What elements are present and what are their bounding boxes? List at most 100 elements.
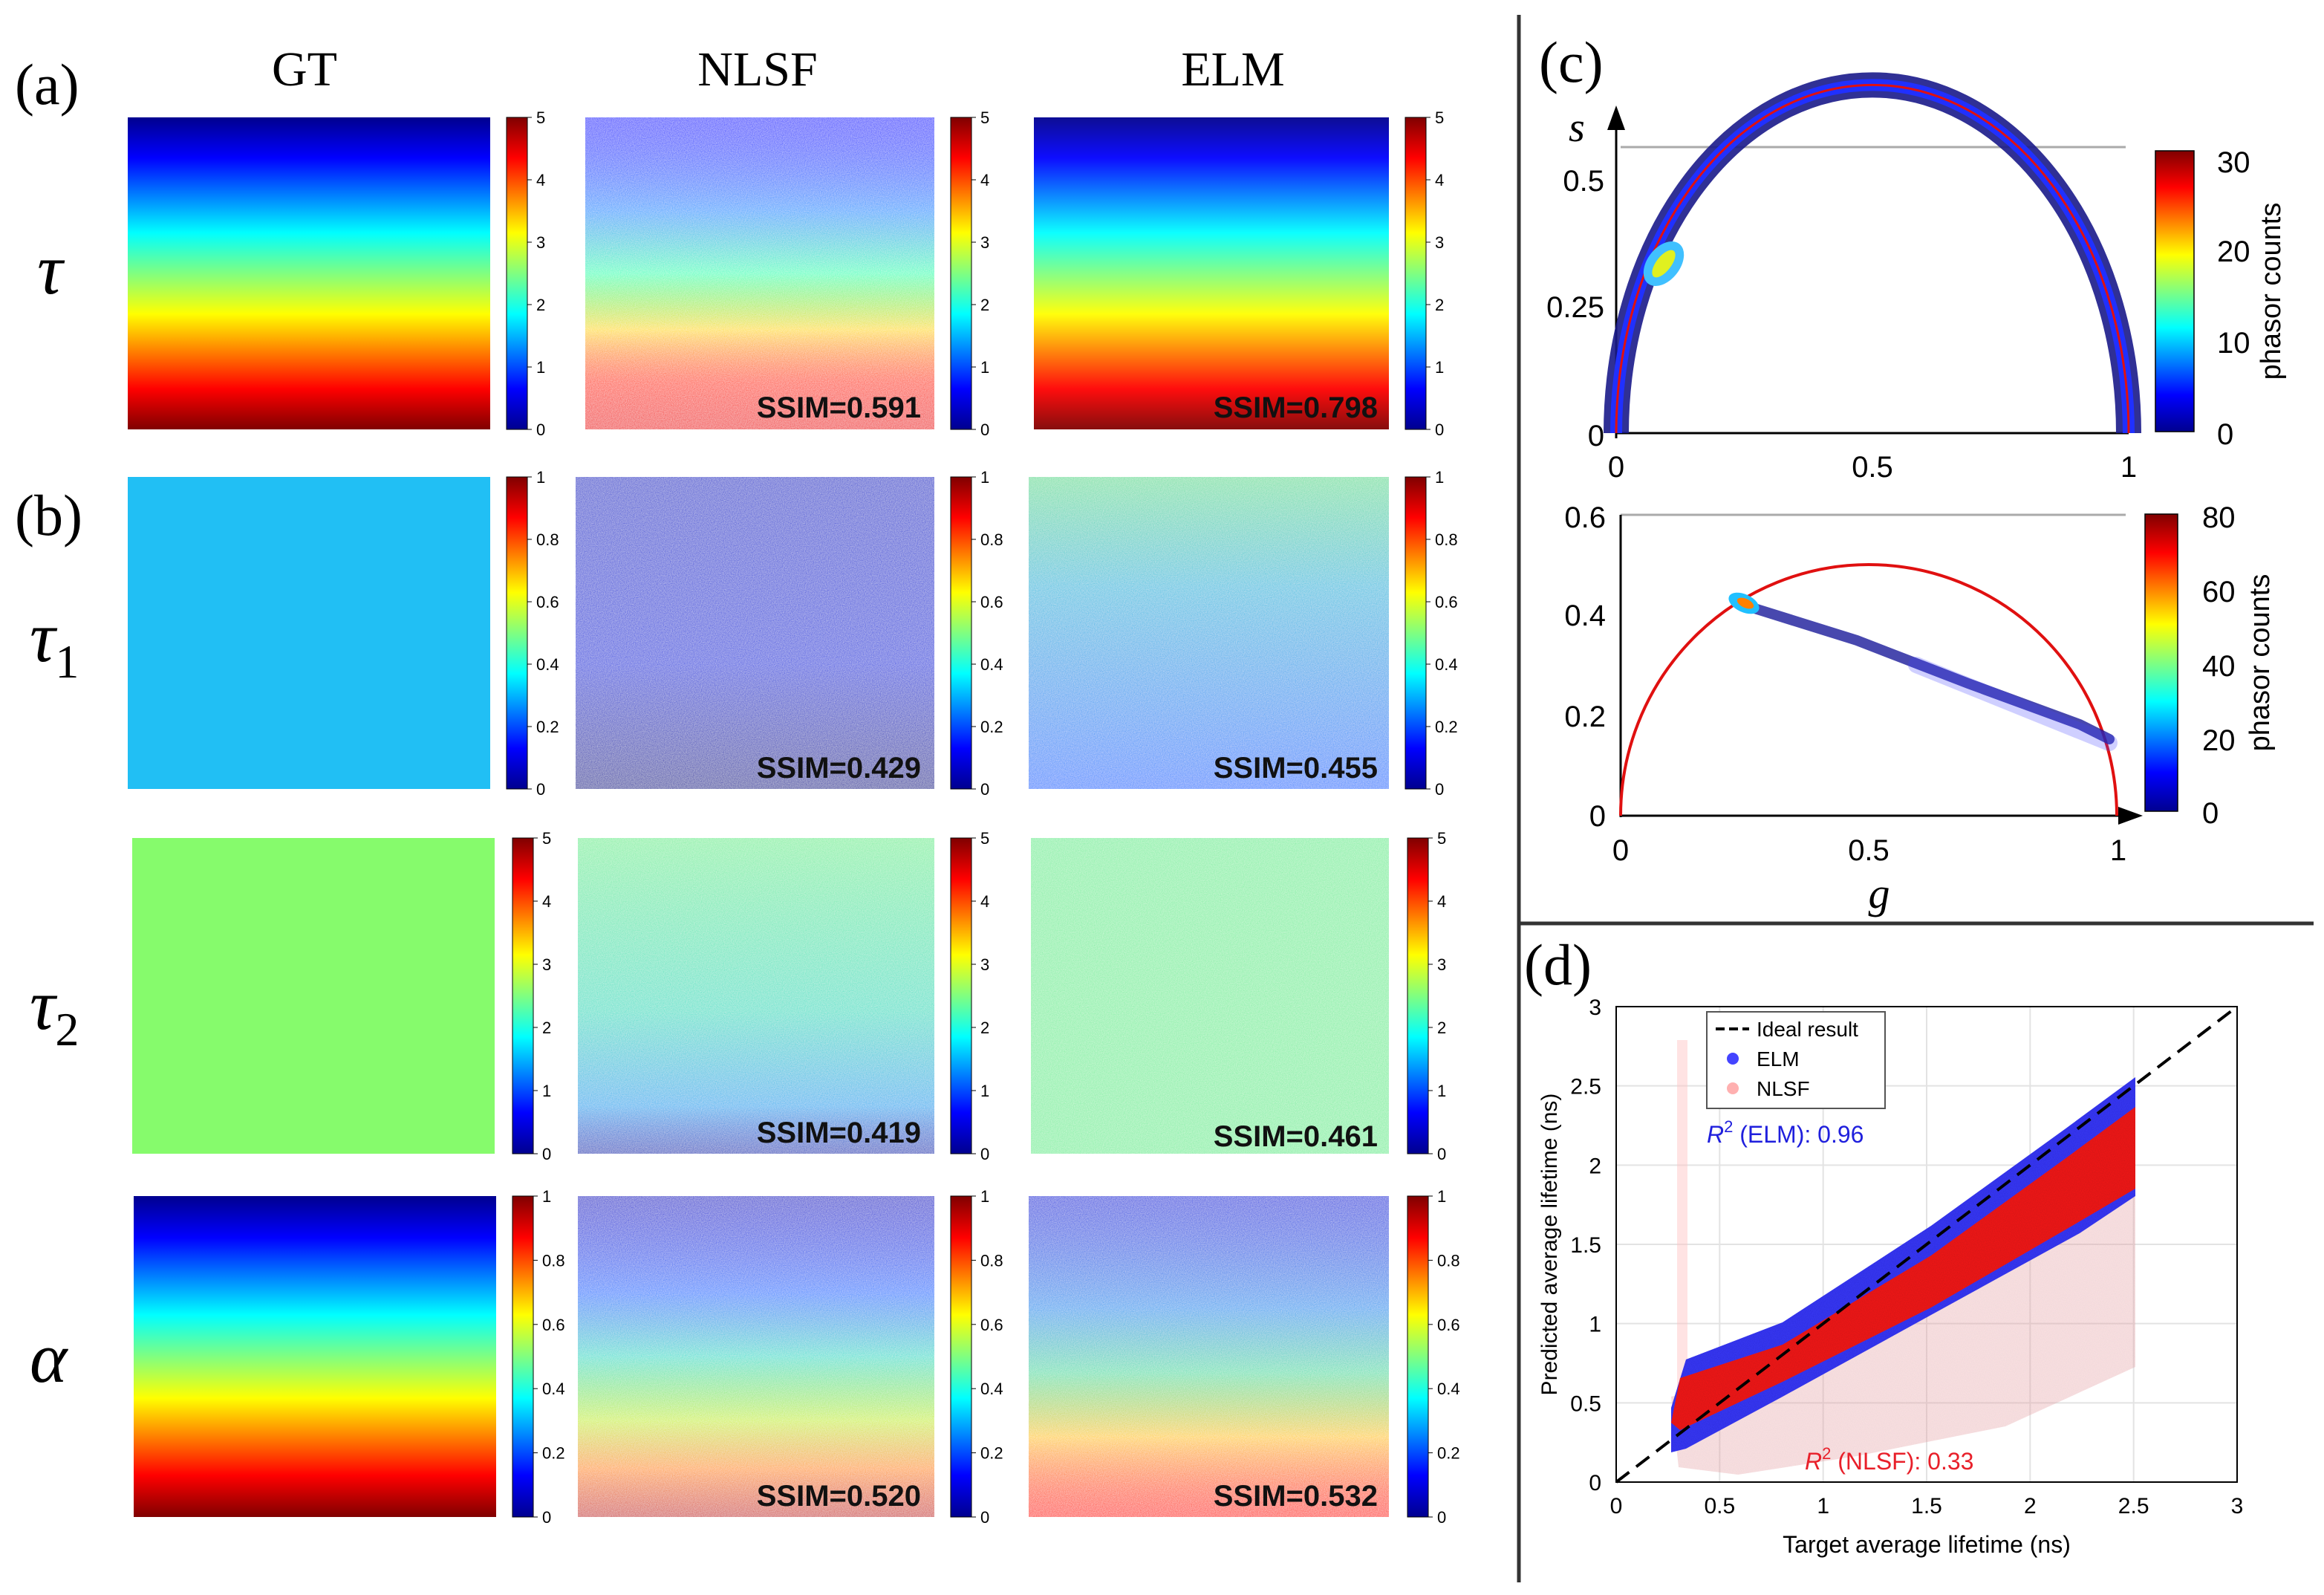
image-tau-elm xyxy=(1034,117,1389,429)
row-label-tau: τ xyxy=(37,230,65,309)
colorbar-tick-label: 0.6 xyxy=(980,593,1003,611)
colorbar-tick-label: 0.4 xyxy=(980,1380,1003,1398)
colorbar-tau-nlsf xyxy=(950,117,972,430)
image-tau-nlsf xyxy=(585,117,934,429)
phasor-bottom-ytick-1: 0.2 xyxy=(1564,701,1606,733)
colorbar-tick-label: 0.6 xyxy=(1437,1316,1460,1334)
colorbar-tick-label: 0.6 xyxy=(980,1316,1003,1334)
colorbar-tick-label: 0 xyxy=(980,780,989,799)
colorbar-tick-label: 0.8 xyxy=(980,1251,1003,1270)
ssim-alpha-nlsf: SSIM=0.520 xyxy=(757,1480,921,1513)
phasor-top-semicircle xyxy=(1615,83,2130,434)
ssim-tau2-elm: SSIM=0.461 xyxy=(1214,1120,1378,1153)
colorbar-tick-label: 3 xyxy=(1437,955,1446,974)
colorbar-tick-label: 0 xyxy=(980,1508,989,1527)
colorbar-tick-label: 0 xyxy=(542,1508,551,1527)
ssim-tau-elm: SSIM=0.798 xyxy=(1214,392,1378,424)
series-nlsf-vertical-spread xyxy=(1677,1040,1687,1426)
column-header-gt: GT xyxy=(272,42,337,97)
colorbar-tau1-nlsf xyxy=(950,476,972,790)
colorbar-tick-label: 1 xyxy=(980,1082,989,1100)
phasor-bottom-xtick-2: 1 xyxy=(2110,834,2126,867)
phasor-bottom-cbar-tick-3: 60 xyxy=(2202,576,2236,608)
colorbar-tick-label: 0.4 xyxy=(980,655,1003,674)
phasor-top-cbar-tick-2: 20 xyxy=(2217,235,2250,268)
colorbar-tick-label: 0.8 xyxy=(536,530,559,549)
panel-label-d: (d) xyxy=(1524,932,1592,997)
lifetime-scatter-plot: 0 0.5 1 1.5 2 2.5 300.511.522.53 Ideal result … xyxy=(1537,995,2243,1558)
colorbar-tick-label: 0.2 xyxy=(542,1444,565,1463)
ssim-tau1-nlsf: SSIM=0.429 xyxy=(757,752,921,784)
colorbar-tick-label: 1 xyxy=(536,358,545,377)
phasor-top-cluster xyxy=(1604,72,2141,434)
colorbar-tick-label: 1 xyxy=(542,1082,551,1100)
scatter-ytick: 3 xyxy=(1589,995,1601,1020)
colorbar-tick-label: 0 xyxy=(1437,1508,1446,1527)
colorbar-tick-label: 0 xyxy=(1437,1145,1446,1163)
colorbar-tick-label: 0.8 xyxy=(980,530,1003,549)
legend-ideal-label: Ideal result xyxy=(1757,1018,1858,1041)
colorbar-tick-label: 3 xyxy=(542,955,551,974)
colorbar-tau-elm xyxy=(1405,117,1427,430)
phasor-top-cbar-tick-0: 0 xyxy=(2217,418,2233,451)
scatter-ytick: 1 xyxy=(1589,1313,1601,1337)
colorbar-tick-label: 1 xyxy=(542,1187,551,1206)
phasor-bottom-cluster-spread xyxy=(1908,657,2118,751)
phasor-bottom-cbar-tick-4: 80 xyxy=(2202,501,2236,534)
phasor-top-cbar-tick-3: 30 xyxy=(2217,146,2250,179)
colorbar-tick-label: 1 xyxy=(980,1187,989,1206)
phasor-top-colorbar xyxy=(2155,150,2195,432)
colorbar-tick-label: 0.4 xyxy=(536,655,559,674)
colorbar-tick-label: 2 xyxy=(542,1019,551,1037)
colorbar-tick-label: 0.8 xyxy=(1435,530,1458,549)
colorbar-tick-label: 0.6 xyxy=(536,593,559,611)
colorbar-tick-label: 5 xyxy=(1437,829,1446,848)
image-tau1-gt xyxy=(128,477,490,789)
phasor-top-cluster-core xyxy=(1610,79,2135,434)
phasor-top-cbar-label: phasor counts xyxy=(2256,203,2287,380)
colorbar-tick-label: 0 xyxy=(980,1145,989,1163)
colorbar-tick-label: 0 xyxy=(1435,420,1444,439)
scatter-frame xyxy=(1615,1006,2238,1483)
r2-nlsf-label: R2 (NLSF): 0.33 xyxy=(1805,1444,1973,1475)
colorbar-tick-label: 1 xyxy=(536,468,545,487)
r2-elm-label: R2 (ELM): 0.96 xyxy=(1707,1117,1864,1148)
phasor-bottom-cluster xyxy=(1733,598,2115,744)
phasor-top-y-arrow xyxy=(1607,105,1625,130)
ssim-alpha-elm: SSIM=0.532 xyxy=(1214,1480,1378,1513)
legend-nlsf-label: NLSF xyxy=(1757,1077,1810,1100)
panel-label-b: (b) xyxy=(15,483,82,548)
legend-nlsf-swatch xyxy=(1727,1082,1739,1094)
image-alpha-nlsf xyxy=(578,1196,934,1517)
colorbar-tau2-elm xyxy=(1407,837,1429,1154)
ssim-tau2-nlsf: SSIM=0.419 xyxy=(757,1117,921,1149)
colorbar-tick-label: 2 xyxy=(980,1019,989,1037)
colorbar-tick-label: 0.8 xyxy=(542,1251,565,1270)
phasor-bottom-cbar-tick-2: 40 xyxy=(2202,650,2236,683)
ssim-tau1-elm: SSIM=0.455 xyxy=(1214,752,1378,784)
scatter-ytick: 2 xyxy=(1589,1154,1601,1178)
colorbar-tick-label: 2 xyxy=(980,296,989,314)
row-label-tau2: τ2 xyxy=(30,965,79,1056)
phasor-top-ytick-1: 0.25 xyxy=(1546,291,1604,324)
colorbar-tick-label: 5 xyxy=(980,829,989,848)
phasor-bottom-cbar-tick-0: 0 xyxy=(2202,797,2219,830)
phasor-top-ytick-2: 0.5 xyxy=(1563,165,1604,198)
colorbar-tick-label: 3 xyxy=(980,955,989,974)
colorbar-alpha-nlsf xyxy=(950,1195,972,1518)
legend-elm-swatch xyxy=(1727,1053,1739,1065)
colorbar-tick-label: 1 xyxy=(980,358,989,377)
phasor-top-xtick-1: 0.5 xyxy=(1852,451,1893,484)
phasor-bottom-colorbar xyxy=(2144,513,2178,812)
phasor-bottom-ytick-3: 0.6 xyxy=(1564,501,1606,534)
colorbar-tick-label: 5 xyxy=(542,829,551,848)
colorbar-tick-label: 5 xyxy=(980,108,989,127)
phasor-top-cbar-tick-1: 10 xyxy=(2217,327,2250,360)
colorbar-tick-label: 4 xyxy=(980,171,989,189)
phasor-plot-bottom: 0.6 0.4 0.2 0 0 0.5 1 g 0 20 40 60 80 ph… xyxy=(1564,501,2276,917)
phasor-top-xtick-0: 0 xyxy=(1608,451,1624,484)
panel-label-a: (a) xyxy=(15,52,79,117)
image-tau2-elm xyxy=(1031,838,1389,1154)
phasor-bottom-ytick-0: 0 xyxy=(1589,800,1606,833)
colorbar-tick-label: 0.4 xyxy=(1435,655,1458,674)
